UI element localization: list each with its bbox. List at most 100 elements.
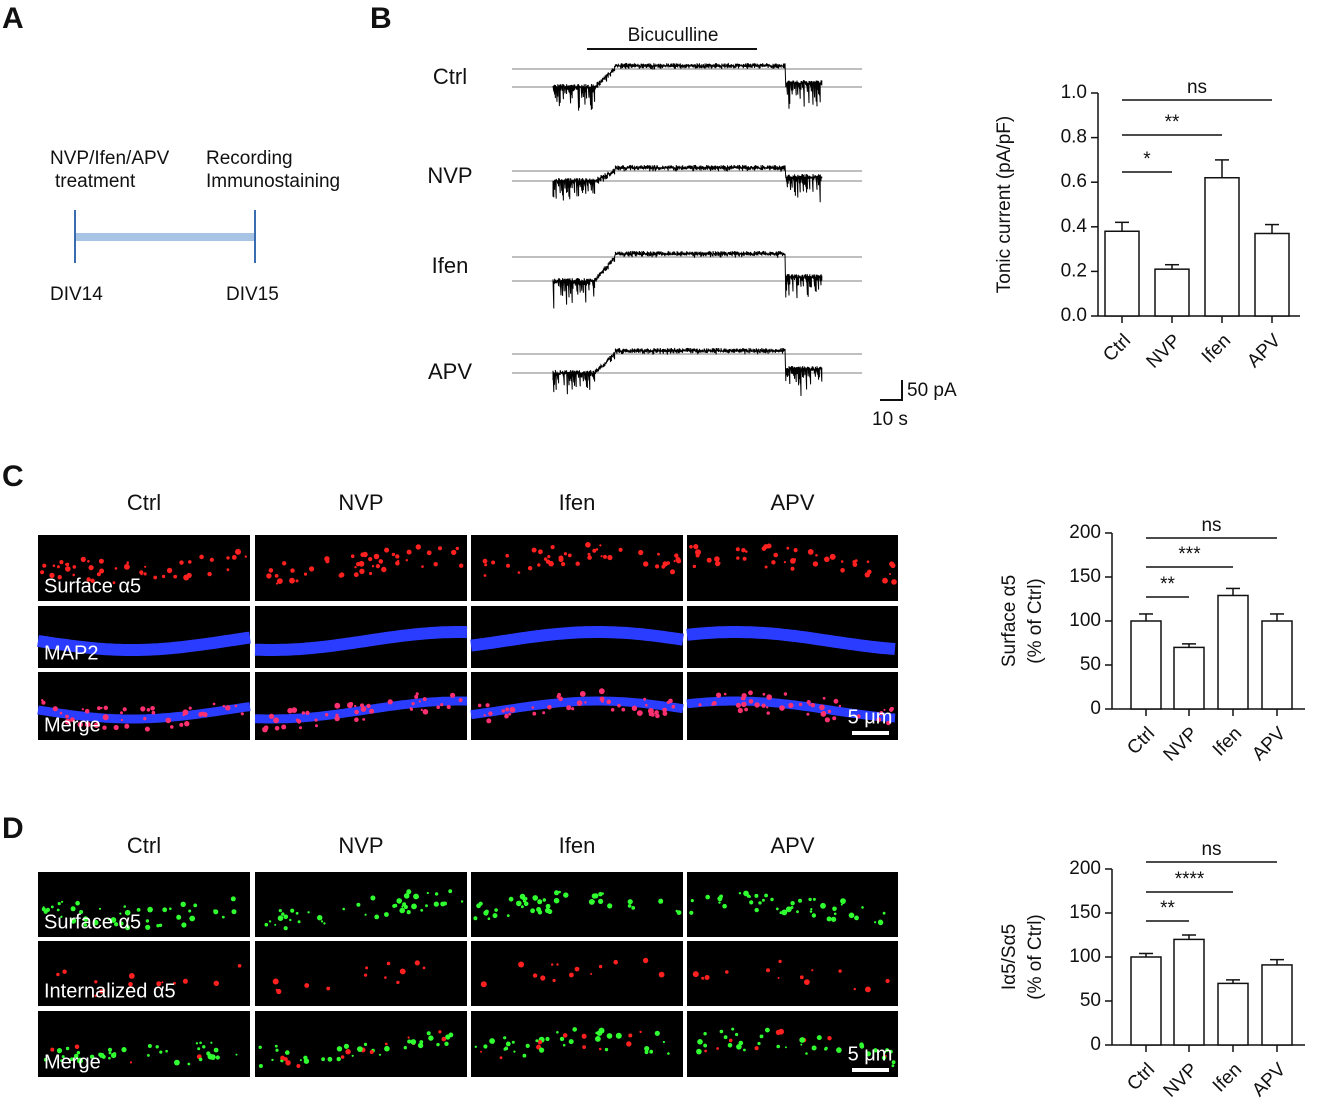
punctum (883, 1051, 887, 1054)
bar (1104, 230, 1140, 317)
punctum (547, 909, 553, 915)
traces: Ctrl NVP Ifen APV (427, 62, 862, 397)
column-header: NVP (338, 833, 383, 858)
punctum (516, 900, 522, 907)
punctum (590, 972, 593, 975)
punctum (65, 714, 69, 719)
micrograph (687, 941, 898, 1006)
punctum (440, 901, 446, 907)
punctum (748, 690, 753, 696)
current-trace (552, 62, 823, 111)
punctum (703, 1032, 707, 1036)
punctum (798, 898, 802, 903)
punctum (689, 910, 694, 915)
punctum (598, 898, 604, 905)
punctum (262, 726, 268, 733)
punctum (72, 565, 77, 569)
punctum (785, 906, 792, 913)
punctum (856, 714, 861, 719)
punctum (52, 564, 56, 567)
punctum (181, 922, 187, 928)
x-tick-label: APV (1248, 723, 1290, 765)
bar (1173, 938, 1205, 1046)
punctum (833, 912, 837, 916)
timeline-text: treatment (55, 171, 136, 192)
punctum (815, 554, 818, 557)
bar (1261, 620, 1293, 710)
x-tick-label: Ifen (1209, 723, 1246, 760)
punctum (743, 1048, 746, 1052)
punctum (402, 902, 407, 907)
punctum (551, 963, 554, 966)
scale-label: 50 pA (907, 380, 957, 401)
punctum (773, 552, 778, 558)
punctum (77, 1057, 83, 1064)
punctum (75, 900, 80, 906)
punctum (618, 547, 623, 552)
punctum (723, 1035, 728, 1040)
punctum (303, 572, 308, 576)
punctum (891, 579, 897, 585)
punctum (363, 1042, 368, 1046)
timeline-text: Recording (206, 148, 293, 169)
bar (1217, 982, 1249, 1046)
punctum (414, 694, 419, 699)
punctum (417, 1042, 424, 1049)
punctum (202, 1045, 206, 1049)
punctum (70, 1057, 74, 1061)
punctum (736, 1044, 742, 1050)
punctum (162, 907, 168, 913)
punctum (571, 707, 575, 711)
punctum (170, 725, 174, 729)
punctum (643, 561, 649, 567)
punctum (832, 716, 837, 721)
punctum (484, 563, 488, 567)
punctum (79, 910, 84, 914)
punctum (567, 553, 572, 558)
punctum (290, 568, 295, 573)
punctum (416, 895, 419, 899)
punctum (878, 919, 883, 924)
punctum (819, 704, 825, 711)
punctum (364, 913, 367, 916)
punctum (94, 994, 97, 997)
punctum (786, 546, 790, 550)
punctum (754, 702, 760, 708)
punctum (275, 988, 278, 991)
x-tick-label: NVP (1160, 1059, 1202, 1101)
punctum (804, 979, 810, 985)
punctum (231, 555, 237, 560)
punctum (182, 978, 188, 984)
column-header: APV (770, 490, 814, 515)
punctum (854, 559, 858, 563)
punctum (272, 978, 279, 985)
punctum (108, 1051, 112, 1055)
micrograph (255, 941, 467, 1006)
row-label: Merge (44, 714, 101, 736)
punctum (301, 711, 306, 715)
punctum (604, 1047, 609, 1052)
punctum (202, 712, 208, 718)
punctum (100, 706, 103, 710)
punctum (124, 909, 131, 916)
punctum (65, 562, 70, 567)
punctum (97, 706, 101, 711)
punctum (369, 571, 373, 576)
dendrite (470, 626, 684, 652)
punctum (434, 892, 439, 896)
punctum (230, 896, 236, 902)
x-tick-label: Ctrl (1099, 330, 1135, 366)
punctum (761, 703, 766, 708)
punctum (742, 556, 747, 561)
punctum (601, 699, 604, 703)
punctum (274, 725, 280, 731)
punctum (143, 572, 147, 576)
timeline-text: DIV14 (50, 284, 103, 305)
punctum (507, 564, 510, 568)
punctum (395, 554, 400, 559)
column-header: NVP (338, 490, 383, 515)
punctum (591, 893, 597, 899)
punctum (715, 561, 721, 567)
punctum (339, 572, 345, 578)
punctum (647, 708, 654, 714)
